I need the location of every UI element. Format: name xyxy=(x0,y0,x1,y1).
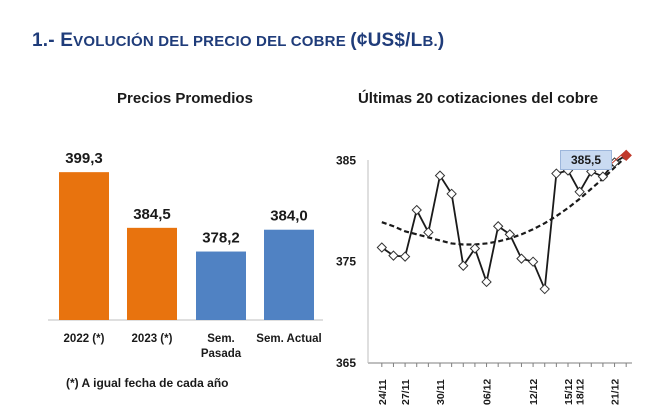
price-point-5 xyxy=(434,170,446,181)
bar-category-label-3: Sem. Actual xyxy=(256,333,321,345)
footnote: (*) A igual fecha de cada año xyxy=(66,376,229,390)
price-point-10 xyxy=(492,221,504,232)
x-tick-label-1: 27/11 xyxy=(400,379,412,405)
callout-leader xyxy=(609,151,625,166)
bar-category-label-2: Sem. xyxy=(207,333,235,345)
bar-chart-title: Precios Promedios xyxy=(117,90,253,107)
price-line xyxy=(381,154,627,290)
price-point-15 xyxy=(551,168,562,179)
price-point-19 xyxy=(597,171,609,182)
page-title: 1.- EVOLUCIÓN DEL PRECIO DEL COBRE (¢US$… xyxy=(32,30,445,51)
price-point-13 xyxy=(527,256,539,267)
last-value-callout: 385,5 xyxy=(560,150,612,170)
price-point-11 xyxy=(504,229,516,240)
price-point-4 xyxy=(423,227,434,238)
line-chart: 365 375 385 24/11 27/11 30/11 06/12 12/12 15/12 1… xyxy=(336,149,632,405)
bar-category-label-2-line2: Pasada xyxy=(201,348,242,360)
price-point-9 xyxy=(481,276,492,288)
bar-value-label-0: 399,3 xyxy=(65,150,103,167)
x-tick-label-0: 24/11 xyxy=(377,379,389,405)
bar-value-label-3: 384,0 xyxy=(270,208,308,225)
price-point-1 xyxy=(388,250,399,261)
x-tick-label-8: 18/12 xyxy=(575,379,587,405)
bar-0 xyxy=(59,172,109,320)
bar-3 xyxy=(264,229,314,320)
bar-1 xyxy=(127,227,177,320)
y-tick-label-0: 365 xyxy=(336,356,356,370)
bar-value-label-1: 384,5 xyxy=(133,206,171,223)
bar-chart: 399,3 2022 (*) 384,5 2023 (*) 378,2 Sem. Pasad… xyxy=(48,150,323,360)
x-tick-label-4: 06/12 xyxy=(482,379,494,405)
bar-category-label-0: 2022 (*) xyxy=(64,333,105,345)
x-tick-label-6: 12/12 xyxy=(528,379,540,405)
bar-value-label-2: 378,2 xyxy=(202,230,240,247)
price-point-21 xyxy=(620,149,632,162)
trend-line xyxy=(381,155,627,246)
line-chart-title: Últimas 20 cotizaciones del cobre xyxy=(358,89,598,107)
y-tick-label-1: 375 xyxy=(336,255,356,269)
price-point-3 xyxy=(411,204,422,216)
price-point-0 xyxy=(376,242,388,253)
x-tick-label-9: 21/12 xyxy=(610,379,622,405)
y-tick-label-2: 385 xyxy=(336,153,356,167)
price-point-14 xyxy=(539,283,550,295)
bar-category-label-1: 2023 (*) xyxy=(132,333,173,345)
price-point-6 xyxy=(446,188,457,200)
x-tick-label-2: 30/11 xyxy=(435,379,447,405)
price-point-12 xyxy=(516,253,527,264)
price-point-7 xyxy=(458,260,469,271)
x-tick-label-7: 15/12 xyxy=(563,379,575,405)
bar-2 xyxy=(196,251,246,320)
price-point-17 xyxy=(574,186,585,198)
price-point-8 xyxy=(469,243,481,254)
price-point-2 xyxy=(399,251,411,262)
